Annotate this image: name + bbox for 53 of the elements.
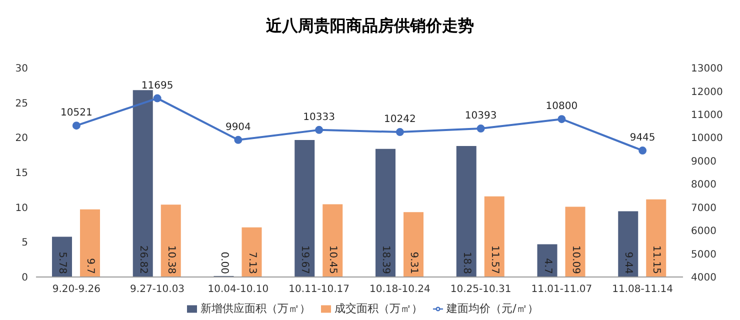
data-label: 10800 bbox=[546, 101, 578, 112]
data-label: 11.15 bbox=[650, 245, 662, 274]
y-tick-label: 30 bbox=[15, 64, 28, 75]
data-label: 19.67 bbox=[299, 245, 310, 274]
y-tick-label: 0 bbox=[22, 272, 28, 284]
data-label: 5.78 bbox=[56, 252, 68, 274]
data-label: 9445 bbox=[630, 132, 656, 144]
data-label: 11.57 bbox=[488, 245, 500, 274]
y2-tick-label: 8000 bbox=[691, 180, 716, 191]
data-label: 4.7 bbox=[542, 258, 553, 274]
y2-tick-label: 4000 bbox=[691, 272, 716, 284]
y2-tick-label: 6000 bbox=[691, 226, 716, 238]
y2-tick-label: 12000 bbox=[691, 86, 723, 98]
y2-tick-label: 5000 bbox=[691, 249, 716, 260]
y2-tick-label: 10000 bbox=[691, 133, 723, 144]
x-tick-label: 9.27-10.03 bbox=[130, 284, 185, 296]
data-label: 18.39 bbox=[380, 245, 391, 274]
data-label: 10333 bbox=[303, 112, 335, 123]
x-tick-label: 10.04-10.10 bbox=[208, 284, 269, 296]
data-label: 10.38 bbox=[165, 245, 176, 274]
data-label: 11695 bbox=[141, 80, 174, 92]
data-label: 26.82 bbox=[137, 245, 148, 274]
x-tick-label: 11.01-11.07 bbox=[531, 284, 592, 296]
y2-tick-label: 9000 bbox=[691, 156, 716, 168]
y2-tick-label: 13000 bbox=[691, 64, 723, 75]
data-label: 10.09 bbox=[570, 245, 581, 274]
x-tick-label: 11.08-11.14 bbox=[612, 284, 673, 296]
legend-label: 新增供应面积（万㎡） bbox=[200, 302, 311, 315]
chart-title: 近八周贵阳商品房供销价走势 bbox=[265, 15, 475, 37]
y-tick-label: 5 bbox=[22, 238, 28, 249]
y-tick-label: 10 bbox=[15, 202, 28, 214]
data-label: 9.44 bbox=[622, 252, 634, 274]
data-label: 9904 bbox=[225, 122, 251, 133]
y-tick-label: 15 bbox=[15, 168, 28, 180]
legend-label: 建面均价（元/㎡） bbox=[446, 302, 538, 315]
x-tick-label: 10.18-10.24 bbox=[370, 284, 430, 296]
data-label: 10.45 bbox=[327, 245, 338, 274]
x-tick-label: 10.25-10.31 bbox=[450, 284, 512, 296]
data-label: 7.13 bbox=[246, 252, 258, 274]
data-label: 10393 bbox=[464, 110, 497, 122]
x-tick-label: 10.11-10.17 bbox=[288, 284, 350, 296]
data-label: 18.8 bbox=[460, 252, 472, 274]
y2-tick-label: 7000 bbox=[691, 202, 716, 214]
data-label: 9.7 bbox=[84, 258, 96, 274]
y2-tick-label: 11000 bbox=[691, 110, 723, 121]
y-tick-label: 20 bbox=[15, 133, 28, 144]
legend-label: 成交面积（万㎡） bbox=[334, 302, 423, 315]
x-tick-label: 9.20-9.26 bbox=[52, 284, 101, 296]
y-tick-label: 25 bbox=[15, 98, 28, 110]
data-label: 10521 bbox=[60, 108, 92, 119]
data-label: 10242 bbox=[384, 114, 416, 126]
data-label: 0.00 bbox=[218, 252, 230, 274]
data-label: 9.31 bbox=[408, 252, 419, 274]
